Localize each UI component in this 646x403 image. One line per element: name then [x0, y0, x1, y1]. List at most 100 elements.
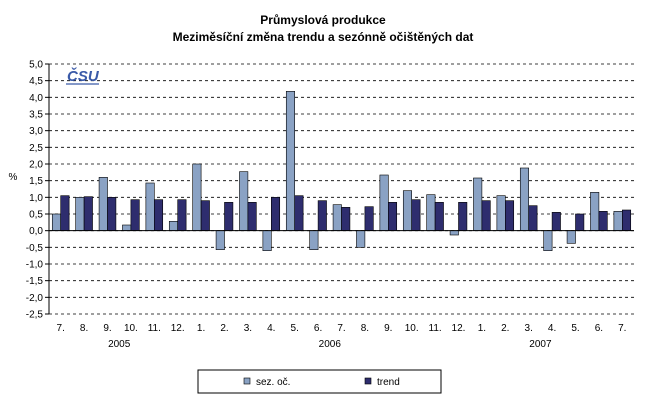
bar-trend	[504, 200, 515, 231]
bar-trend	[364, 206, 374, 231]
bar-sez-oc	[332, 204, 342, 231]
y-tick-label: 2,5	[29, 143, 43, 154]
bar-sez-oc	[285, 91, 296, 231]
bar-sez-oc	[75, 197, 85, 231]
bar-trend	[83, 196, 93, 231]
bar-sez-oc	[543, 230, 553, 251]
x-tick-label: 7.	[337, 323, 345, 334]
bar-trend	[481, 200, 491, 231]
bar-sez-oc	[449, 230, 459, 236]
x-tick-label: 1.	[478, 323, 486, 334]
x-tick-label: 12.	[171, 323, 185, 334]
bar-sez-oc	[309, 230, 319, 250]
y-tick-label: -2,0	[26, 293, 44, 304]
x-tick-label: 10.	[124, 323, 138, 334]
bar-trend	[60, 195, 70, 231]
bar-sez-oc	[356, 230, 366, 248]
y-tick-label: -2,5	[26, 310, 44, 321]
bar-trend	[598, 211, 608, 231]
year-label: 2005	[108, 339, 131, 350]
bar-sez-oc	[379, 174, 389, 231]
x-tick-label: 5.	[291, 323, 299, 334]
bars	[51, 91, 632, 251]
bar-trend	[200, 200, 210, 231]
bar-trend	[575, 213, 585, 231]
bar-trend	[107, 197, 117, 231]
bar-trend	[434, 202, 444, 231]
bar-trend	[458, 202, 468, 231]
bar-trend	[528, 205, 538, 231]
bar-trend	[130, 199, 140, 231]
y-tick-label: 3,5	[29, 110, 43, 121]
bar-trend	[294, 195, 304, 231]
x-tick-label: 10.	[405, 323, 419, 334]
csu-logo: ČSU	[67, 67, 100, 85]
bar-trend	[411, 199, 421, 231]
bar-trend	[317, 200, 327, 231]
bar-sez-oc	[566, 230, 576, 244]
x-tick-label: 4.	[548, 323, 556, 334]
plot-area	[49, 64, 634, 314]
y-axis-ticks: -2,5 -2,0 -1,5 -1,0 -0,5 0,0 0,5 1,0 1,5 2,0 2,5 3,…	[26, 60, 49, 321]
bar-sez-oc	[496, 195, 506, 231]
bar-trend	[154, 199, 164, 231]
legend-swatch	[364, 377, 372, 385]
y-tick-label: 0,0	[29, 226, 43, 237]
x-tick-label: 7.	[57, 323, 65, 334]
x-tick-label: 6.	[595, 323, 603, 334]
x-tick-label: 8.	[361, 323, 369, 334]
bar-sez-oc	[402, 190, 413, 231]
bar-sez-oc	[262, 230, 272, 251]
y-tick-label: -1,5	[26, 276, 44, 287]
x-tick-label: 9.	[384, 323, 392, 334]
bar-sez-oc	[426, 194, 436, 231]
y-tick-label: 1,5	[29, 176, 43, 187]
y-tick-label: 0,5	[29, 210, 43, 221]
x-tick-label: 3.	[525, 323, 533, 334]
bar-trend	[177, 199, 187, 231]
legend: sez. oč. trend	[243, 377, 400, 388]
y-tick-label: 2,0	[29, 160, 43, 171]
y-axis-label: %	[9, 172, 18, 183]
bar-trend	[224, 202, 234, 231]
bar-sez-oc	[51, 213, 62, 231]
bar-sez-oc	[168, 221, 179, 231]
year-label: 2007	[529, 339, 552, 350]
y-tick-label: 4,0	[29, 93, 43, 104]
bar-sez-oc	[215, 230, 225, 250]
x-tick-label: 11.	[148, 323, 161, 334]
bar-trend	[387, 202, 398, 231]
y-tick-label: 1,0	[29, 193, 43, 204]
bar-sez-oc	[192, 163, 202, 231]
bar-trend	[621, 209, 632, 231]
x-tick-label: 9.	[103, 323, 111, 334]
x-tick-label: 11.	[429, 323, 442, 334]
bar-trend	[247, 202, 257, 231]
chart-title: Průmyslová produkce	[260, 13, 386, 27]
x-tick-label: 2.	[501, 323, 509, 334]
x-tick-label: 1.	[197, 323, 205, 334]
x-tick-label: 2.	[220, 323, 228, 334]
legend-label: sez. oč.	[256, 377, 290, 388]
bar-trend	[270, 197, 281, 231]
x-axis-ticks: 7. 8. 9. 10. 11. 12. 1. 2. 3. 4. 5. 6. 7. 8. 9. 10. 11. 1…	[57, 323, 627, 334]
bar-sez-oc	[473, 177, 483, 231]
y-tick-label: 5,0	[29, 60, 43, 71]
legend-box	[197, 369, 442, 394]
y-tick-label: 4,5	[29, 76, 43, 87]
bar-sez-oc	[519, 167, 530, 231]
x-tick-label: 7.	[618, 323, 626, 334]
bar-sez-oc	[590, 192, 600, 231]
x-tick-label: 12.	[452, 323, 466, 334]
bar-sez-oc	[145, 182, 155, 231]
year-label: 2006	[319, 339, 342, 350]
legend-swatch	[243, 377, 251, 385]
chart-subtitle: Meziměsíční změna trendu a sezónně očišt…	[173, 30, 474, 44]
y-tick-label: -1,0	[26, 260, 44, 271]
bar-trend	[341, 207, 351, 231]
bar-sez-oc	[122, 224, 132, 231]
year-labels: 2005 2006 2007	[108, 339, 552, 350]
x-tick-label: 3.	[244, 323, 252, 334]
